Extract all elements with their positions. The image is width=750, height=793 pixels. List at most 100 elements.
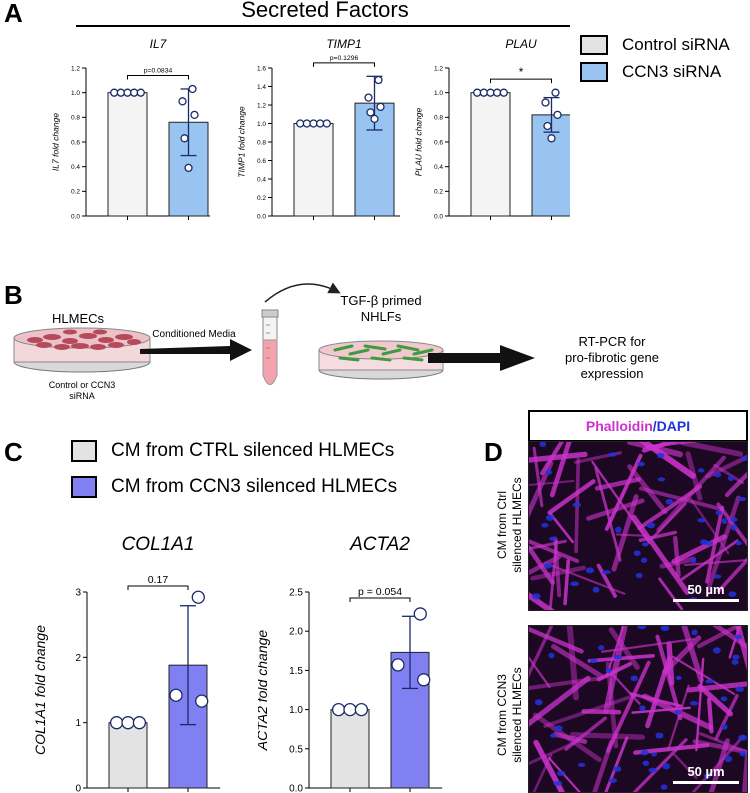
legend-a-swatch-ccn3 <box>580 62 608 82</box>
nucleus <box>554 725 563 732</box>
nucleus <box>741 455 747 461</box>
nucleus <box>675 675 682 681</box>
y-tick-label: 0.0 <box>434 213 443 220</box>
y-tick-label: 0.2 <box>434 189 443 196</box>
bar <box>293 123 334 217</box>
actin-fiber <box>529 675 591 727</box>
side-label-bottom-1: CM from CCN3 <box>495 674 509 757</box>
data-point <box>413 607 427 621</box>
nucleus <box>656 452 665 459</box>
nucleus <box>605 667 612 673</box>
chart-title: TIMP1 <box>326 37 361 51</box>
nucleus <box>545 514 555 521</box>
data-point <box>370 114 379 124</box>
panel-a-header-rule <box>76 25 570 27</box>
nucleus <box>721 723 728 730</box>
data-point <box>417 673 431 687</box>
actin-fiber <box>708 738 730 792</box>
actin-fiber <box>529 539 580 563</box>
panel-d-letter: D <box>484 437 503 467</box>
actin-fiber <box>724 471 747 498</box>
data-point <box>136 88 145 97</box>
data-point <box>547 134 556 143</box>
side-label-top-2: silenced HLMECs <box>510 477 524 573</box>
control-ccn3-label-2: siRNA <box>69 391 95 401</box>
actin-fiber <box>680 539 739 581</box>
actin-fiber <box>581 709 622 715</box>
panel-a-letter: A <box>4 0 23 28</box>
chart-acta2: 0.0 0.5 1.0 1.5 2.0 2.5 ACTA2 fold change ACTA2… <box>258 534 443 793</box>
y-axis-label: ACTA2 fold change <box>258 630 270 752</box>
significance-label: 0.17 <box>148 574 169 586</box>
hlmecs-label: HLMECs <box>52 311 105 326</box>
chart-title: COL1A1 <box>122 534 195 555</box>
y-axis-label: IL7 fold change <box>51 113 61 171</box>
data-point <box>486 88 495 97</box>
data-point <box>553 110 562 120</box>
significance-label: * <box>519 66 524 79</box>
actin-fiber <box>529 592 555 610</box>
actin-fiber <box>551 644 605 680</box>
nucleus <box>633 550 641 556</box>
nucleus <box>572 502 582 508</box>
nucleus <box>691 629 698 636</box>
actin-fiber <box>529 626 584 654</box>
curved-arrow <box>264 282 341 303</box>
actin-fiber <box>533 739 565 792</box>
actin-fiber <box>681 626 704 683</box>
significance-bracket <box>127 585 189 590</box>
nucleus <box>697 518 706 523</box>
data-point <box>551 88 560 97</box>
actin-fiber <box>691 734 745 792</box>
panel-b-letter: B <box>4 280 23 310</box>
y-tick-label: 0.0 <box>289 784 303 793</box>
nucleus <box>570 581 580 587</box>
y-tick-label: 1.4 <box>257 84 266 91</box>
actin-fiber <box>553 731 588 745</box>
nucleus <box>534 699 543 706</box>
significance-bracket <box>313 62 375 67</box>
y-tick-label: 1.2 <box>71 65 80 72</box>
nucleus <box>704 541 714 546</box>
y-tick-label: 1.2 <box>257 102 266 109</box>
nucleus <box>539 442 547 448</box>
legend-c-item-ccn3: CM from CCN3 silenced HLMECs <box>71 476 397 498</box>
data-point <box>364 93 373 102</box>
bar <box>330 709 370 789</box>
actin-fiber <box>697 683 734 717</box>
chart-title: ACTA2 <box>349 534 410 555</box>
nucleus <box>730 524 738 531</box>
y-tick-label: 0 <box>75 784 81 793</box>
actin-fiber <box>610 672 641 705</box>
data-point <box>123 88 132 97</box>
nucleus <box>548 652 555 659</box>
data-point <box>499 88 508 97</box>
actin-fiber <box>644 442 699 449</box>
y-tick-label: 1.0 <box>257 121 266 128</box>
nucleus <box>630 675 638 682</box>
nucleus <box>615 526 622 533</box>
scalebar-bottom-bar <box>673 781 739 784</box>
actin-fiber <box>605 626 625 678</box>
data-point <box>121 716 135 730</box>
actin-fiber <box>549 442 572 498</box>
data-point <box>195 694 209 708</box>
data-point <box>343 702 357 717</box>
side-label-bottom-2: silenced HLMECs <box>510 667 524 763</box>
actin-fiber <box>529 539 567 551</box>
micrograph-ccn3-image <box>529 626 747 792</box>
legend-c-swatch-ctrl <box>71 440 97 462</box>
actin-fiber <box>529 656 551 689</box>
actin-fiber <box>696 626 743 649</box>
y-tick-label: 0.6 <box>434 139 443 146</box>
actin-fiber <box>741 753 747 792</box>
actin-fiber <box>604 736 629 792</box>
nucleus <box>613 766 622 772</box>
actin-fiber <box>529 460 554 518</box>
legend-c-label-ctrl: CM from CTRL silenced HLMECs <box>111 440 395 461</box>
y-tick-label: 1.0 <box>289 705 303 716</box>
y-tick-label: 0.8 <box>257 139 266 146</box>
legend-a-swatch-control <box>580 35 608 55</box>
scalebar-top-label: 50 µm <box>687 582 725 597</box>
y-tick-label: 0.0 <box>257 213 266 220</box>
